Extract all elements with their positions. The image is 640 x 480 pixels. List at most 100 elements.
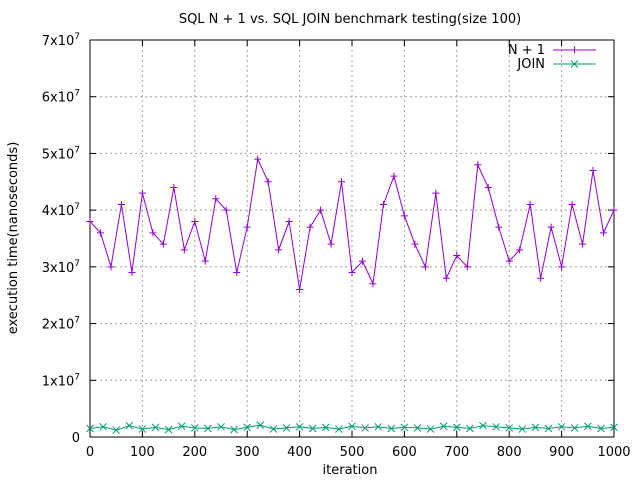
data-point bbox=[204, 424, 212, 433]
data-point bbox=[495, 223, 503, 231]
x-tick-label: 200 bbox=[182, 445, 207, 460]
x-tick-label: 400 bbox=[287, 445, 312, 460]
data-point bbox=[505, 424, 514, 432]
data-point bbox=[117, 200, 125, 208]
data-point bbox=[86, 217, 94, 225]
data-point bbox=[358, 257, 366, 265]
y-tick-label: 0 bbox=[72, 431, 80, 446]
data-point bbox=[597, 424, 605, 433]
data-point bbox=[492, 422, 500, 431]
y-tick-label: 4x107 bbox=[42, 202, 80, 219]
x-tick-label: 900 bbox=[549, 445, 574, 460]
data-point bbox=[159, 240, 167, 248]
data-point bbox=[374, 422, 383, 431]
data-point bbox=[558, 263, 566, 271]
data-point bbox=[317, 206, 325, 214]
data-point bbox=[579, 240, 587, 248]
x-tick-label: 0 bbox=[86, 445, 94, 460]
data-point bbox=[321, 423, 330, 432]
data-point bbox=[568, 200, 576, 208]
data-point bbox=[452, 423, 461, 432]
data-point bbox=[170, 183, 178, 191]
data-point bbox=[544, 424, 553, 433]
y-axis-label: execution time(nanoseconds) bbox=[6, 142, 21, 335]
data-point bbox=[516, 246, 524, 254]
legend-marker bbox=[570, 60, 579, 68]
y-tick-label: 3x107 bbox=[42, 259, 80, 276]
data-point bbox=[369, 280, 377, 288]
data-point bbox=[390, 172, 398, 180]
data-point bbox=[177, 422, 186, 431]
y-tick-label: 6x107 bbox=[42, 89, 80, 106]
y-tick-label: 5x107 bbox=[42, 145, 80, 162]
y-tick-label: 7x107 bbox=[42, 32, 80, 49]
data-point bbox=[466, 424, 474, 433]
x-tick-label: 500 bbox=[340, 445, 365, 460]
data-point bbox=[413, 424, 422, 432]
data-point bbox=[243, 423, 252, 432]
data-point bbox=[411, 240, 419, 248]
data-point bbox=[474, 161, 482, 169]
y-tick-label: 2x107 bbox=[42, 316, 80, 333]
x-tick-label: 1000 bbox=[597, 445, 630, 460]
data-point bbox=[222, 206, 230, 214]
data-point bbox=[335, 425, 343, 433]
data-point bbox=[387, 424, 396, 433]
data-point bbox=[295, 422, 304, 431]
legend-label: N + 1 bbox=[508, 43, 545, 58]
data-point bbox=[526, 200, 534, 208]
data-point bbox=[531, 423, 540, 432]
data-point bbox=[201, 257, 209, 265]
data-point bbox=[537, 274, 545, 282]
data-point bbox=[348, 269, 356, 277]
data-point bbox=[308, 424, 317, 433]
data-point bbox=[463, 263, 471, 271]
data-point bbox=[348, 422, 356, 431]
data-point bbox=[610, 423, 618, 432]
data-point bbox=[96, 229, 104, 237]
data-point bbox=[400, 212, 408, 220]
data-point bbox=[256, 421, 265, 429]
x-axis-ticks: 0 100 200 300 400 500 600 700 800 900 1000 bbox=[86, 40, 631, 460]
data-point bbox=[212, 195, 220, 203]
data-point bbox=[230, 425, 238, 434]
data-point bbox=[453, 252, 461, 260]
data-point bbox=[426, 425, 435, 433]
data-point bbox=[547, 223, 555, 231]
data-point bbox=[484, 183, 492, 191]
data-point bbox=[557, 422, 566, 431]
data-point bbox=[327, 240, 335, 248]
data-point bbox=[306, 223, 314, 231]
x-tick-label: 300 bbox=[235, 445, 260, 460]
data-point bbox=[138, 425, 147, 433]
data-point bbox=[275, 246, 283, 254]
data-point bbox=[86, 424, 94, 433]
data-point bbox=[610, 206, 618, 214]
data-point bbox=[107, 263, 115, 271]
series-n-plus-1 bbox=[86, 155, 618, 294]
y-tick-label: 1x107 bbox=[42, 372, 80, 389]
data-point bbox=[589, 166, 597, 174]
data-point bbox=[296, 286, 304, 294]
data-point bbox=[600, 229, 608, 237]
data-point bbox=[138, 189, 146, 197]
data-point bbox=[432, 189, 440, 197]
data-point bbox=[570, 424, 579, 432]
data-point bbox=[439, 422, 448, 431]
data-point bbox=[338, 178, 346, 186]
data-point bbox=[151, 423, 160, 432]
data-point bbox=[421, 263, 429, 271]
data-point bbox=[400, 423, 409, 432]
data-point bbox=[164, 425, 173, 434]
data-point bbox=[379, 200, 387, 208]
data-point bbox=[217, 422, 225, 431]
grid-lines bbox=[90, 40, 614, 437]
data-point bbox=[191, 217, 199, 225]
data-point bbox=[233, 269, 241, 277]
x-tick-label: 700 bbox=[444, 445, 469, 460]
legend-marker bbox=[571, 46, 578, 54]
data-point bbox=[479, 421, 487, 430]
data-point bbox=[125, 421, 134, 430]
